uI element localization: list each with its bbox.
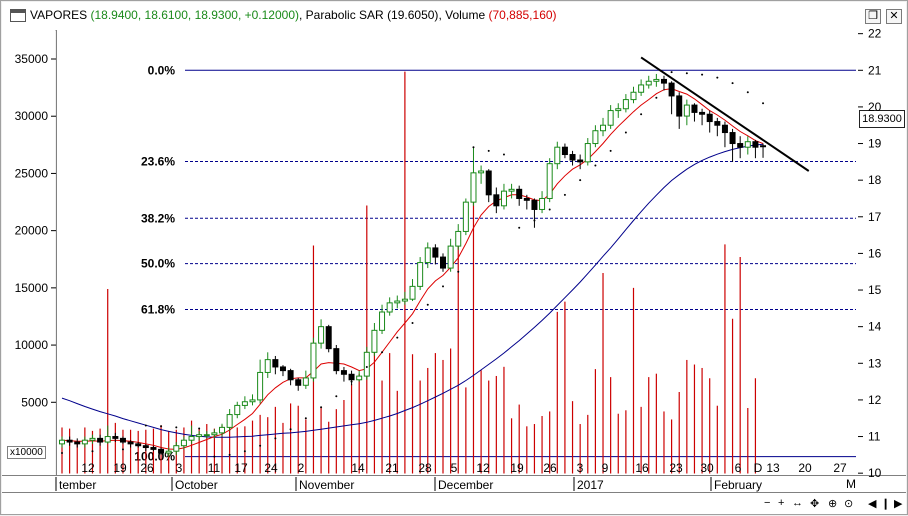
- close-window-button[interactable]: ✕: [886, 9, 902, 24]
- chart-title: VAPORES (18.9400, 18.6100, 18.9300, +0.1…: [30, 8, 557, 22]
- plot-area[interactable]: [56, 30, 859, 475]
- scroll-end-icon[interactable]: ❙: [881, 498, 891, 510]
- volume-axis: [2, 30, 55, 475]
- volume-unit-box: x10000: [7, 446, 46, 459]
- sar-value: (19.6050): [387, 8, 439, 22]
- sar-label: Parabolic SAR: [305, 8, 384, 22]
- scroll-right-icon[interactable]: ▶: [894, 498, 903, 510]
- window-icon: [10, 9, 26, 22]
- last-price-tag: 18.9300: [859, 110, 905, 128]
- pan-icon[interactable]: ✥: [810, 498, 820, 510]
- price-axis[interactable]: [858, 30, 906, 475]
- ohlc-values: (18.9400, 18.6100, 18.9300, +0.12000): [90, 8, 299, 22]
- volume-value: (70,885,160): [488, 8, 557, 22]
- title-bar: VAPORES (18.9400, 18.6100, 18.9300, +0.1…: [2, 2, 906, 31]
- zoom-out-icon[interactable]: −: [764, 497, 771, 509]
- zoom-in-icon[interactable]: +: [778, 497, 785, 509]
- month-tab[interactable]: M: [846, 477, 856, 491]
- symbol-name: VAPORES: [30, 8, 88, 22]
- date-axis: [2, 475, 906, 493]
- restore-window-button[interactable]: ❐: [865, 9, 881, 24]
- scroll-icon[interactable]: ⊕: [828, 498, 838, 510]
- restore-zoom-icon[interactable]: ↔: [792, 497, 803, 509]
- scroll-left-icon[interactable]: ◀: [868, 498, 877, 510]
- center-icon[interactable]: ⊙: [844, 498, 854, 510]
- volume-label: Volume: [445, 8, 486, 22]
- scroll-bar[interactable]: − + ↔ ✥ ⊕ ⊙ ◀ ❙ ▶: [2, 492, 906, 514]
